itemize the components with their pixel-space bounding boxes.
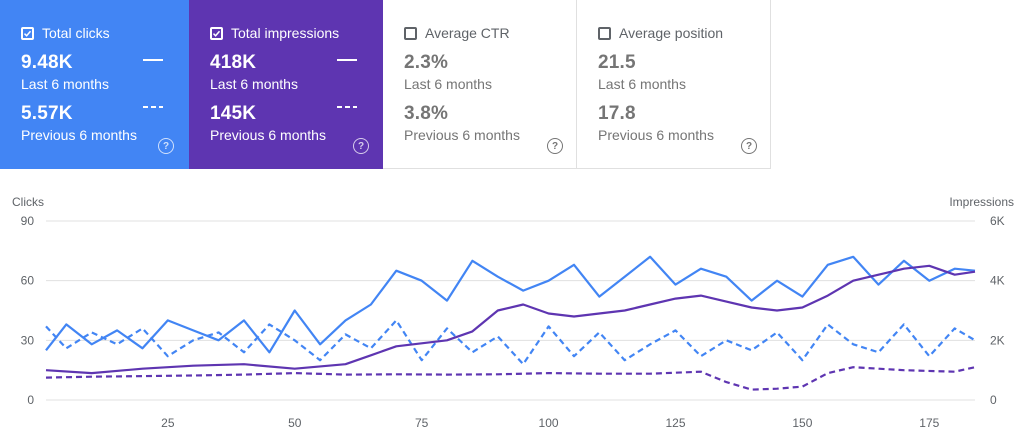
x-tick-label: 75 bbox=[415, 416, 429, 430]
x-tick-label: 150 bbox=[792, 416, 812, 430]
right-axis-ticks: 6K 4K 2K 0 bbox=[990, 214, 1005, 407]
x-tick-label: 50 bbox=[288, 416, 302, 430]
left-tick-label: 0 bbox=[27, 393, 34, 407]
average-position-card[interactable]: Average position 21.5 Last 6 months 17.8… bbox=[577, 0, 771, 169]
right-tick-label: 0 bbox=[990, 393, 997, 407]
average-position-label: Average position bbox=[619, 25, 724, 41]
total-clicks-current-label: Last 6 months bbox=[21, 76, 109, 92]
right-tick-label: 4K bbox=[990, 274, 1005, 288]
average-ctr-card[interactable]: Average CTR 2.3% Last 6 months 3.8% Prev… bbox=[383, 0, 577, 169]
average-position-header[interactable]: Average position bbox=[598, 24, 770, 42]
average-position-previous-label: Previous 6 months bbox=[598, 127, 714, 143]
average-ctr-previous-label: Previous 6 months bbox=[404, 127, 520, 143]
total-clicks-current-value: 9.48K bbox=[21, 52, 73, 73]
x-axis-ticks: 25 50 75 100 125 150 175 bbox=[161, 416, 939, 430]
average-ctr-header[interactable]: Average CTR bbox=[404, 24, 576, 42]
average-ctr-current-label: Last 6 months bbox=[404, 76, 492, 92]
right-axis-title: Impressions bbox=[949, 195, 1014, 209]
total-impressions-previous-label: Previous 6 months bbox=[210, 127, 326, 143]
average-position-current-value: 21.5 bbox=[598, 52, 636, 73]
total-clicks-checkbox[interactable] bbox=[21, 26, 34, 40]
total-impressions-header[interactable]: Total impressions bbox=[210, 24, 383, 42]
total-impressions-card[interactable]: Total impressions 418K Last 6 months 145… bbox=[189, 0, 383, 169]
total-clicks-previous-label: Previous 6 months bbox=[21, 127, 137, 143]
left-tick-label: 30 bbox=[21, 333, 35, 347]
left-axis-title: Clicks bbox=[12, 195, 44, 209]
impressions-dashed-line bbox=[45, 366, 976, 391]
average-ctr-label: Average CTR bbox=[425, 25, 510, 41]
left-tick-label: 90 bbox=[21, 214, 35, 228]
average-position-previous-value: 17.8 bbox=[598, 103, 636, 124]
average-position-current-label: Last 6 months bbox=[598, 76, 686, 92]
total-impressions-current-value: 418K bbox=[210, 52, 257, 73]
help-icon[interactable]: ? bbox=[741, 138, 757, 154]
solid-line-legend-icon bbox=[337, 59, 357, 61]
average-ctr-previous-value: 3.8% bbox=[404, 103, 449, 124]
left-axis-ticks: 90 60 30 0 bbox=[21, 214, 35, 407]
total-clicks-card[interactable]: Total clicks 9.48K Last 6 months 5.57K P… bbox=[0, 0, 189, 169]
dashed-line-legend-icon bbox=[143, 106, 163, 108]
check-icon bbox=[23, 30, 32, 37]
right-tick-label: 6K bbox=[990, 214, 1005, 228]
total-clicks-header[interactable]: Total clicks bbox=[21, 24, 189, 42]
average-ctr-checkbox[interactable] bbox=[404, 26, 417, 40]
impressions-solid-line bbox=[45, 264, 976, 375]
total-impressions-checkbox[interactable] bbox=[210, 26, 223, 40]
total-impressions-label: Total impressions bbox=[231, 25, 340, 41]
help-icon[interactable]: ? bbox=[158, 138, 174, 154]
left-tick-label: 60 bbox=[21, 274, 35, 288]
help-icon[interactable]: ? bbox=[353, 138, 369, 154]
x-tick-label: 100 bbox=[539, 416, 559, 430]
solid-line-legend-icon bbox=[143, 59, 163, 61]
total-impressions-previous-value: 145K bbox=[210, 103, 257, 124]
total-clicks-label: Total clicks bbox=[42, 25, 110, 41]
x-tick-label: 25 bbox=[161, 416, 175, 430]
check-icon bbox=[212, 30, 221, 37]
x-tick-label: 175 bbox=[919, 416, 939, 430]
clicks-dashed-line bbox=[45, 319, 976, 366]
total-clicks-previous-value: 5.57K bbox=[21, 103, 73, 124]
chart-lines bbox=[45, 255, 976, 391]
help-icon[interactable]: ? bbox=[547, 138, 563, 154]
x-tick-label: 125 bbox=[665, 416, 685, 430]
metric-cards: Total clicks 9.48K Last 6 months 5.57K P… bbox=[0, 0, 1024, 169]
right-tick-label: 2K bbox=[990, 333, 1005, 347]
average-ctr-current-value: 2.3% bbox=[404, 52, 449, 73]
clicks-solid-line bbox=[45, 255, 976, 354]
chart-grid bbox=[46, 220, 975, 401]
average-position-checkbox[interactable] bbox=[598, 26, 611, 40]
dashed-line-legend-icon bbox=[337, 106, 357, 108]
total-impressions-current-label: Last 6 months bbox=[210, 76, 298, 92]
